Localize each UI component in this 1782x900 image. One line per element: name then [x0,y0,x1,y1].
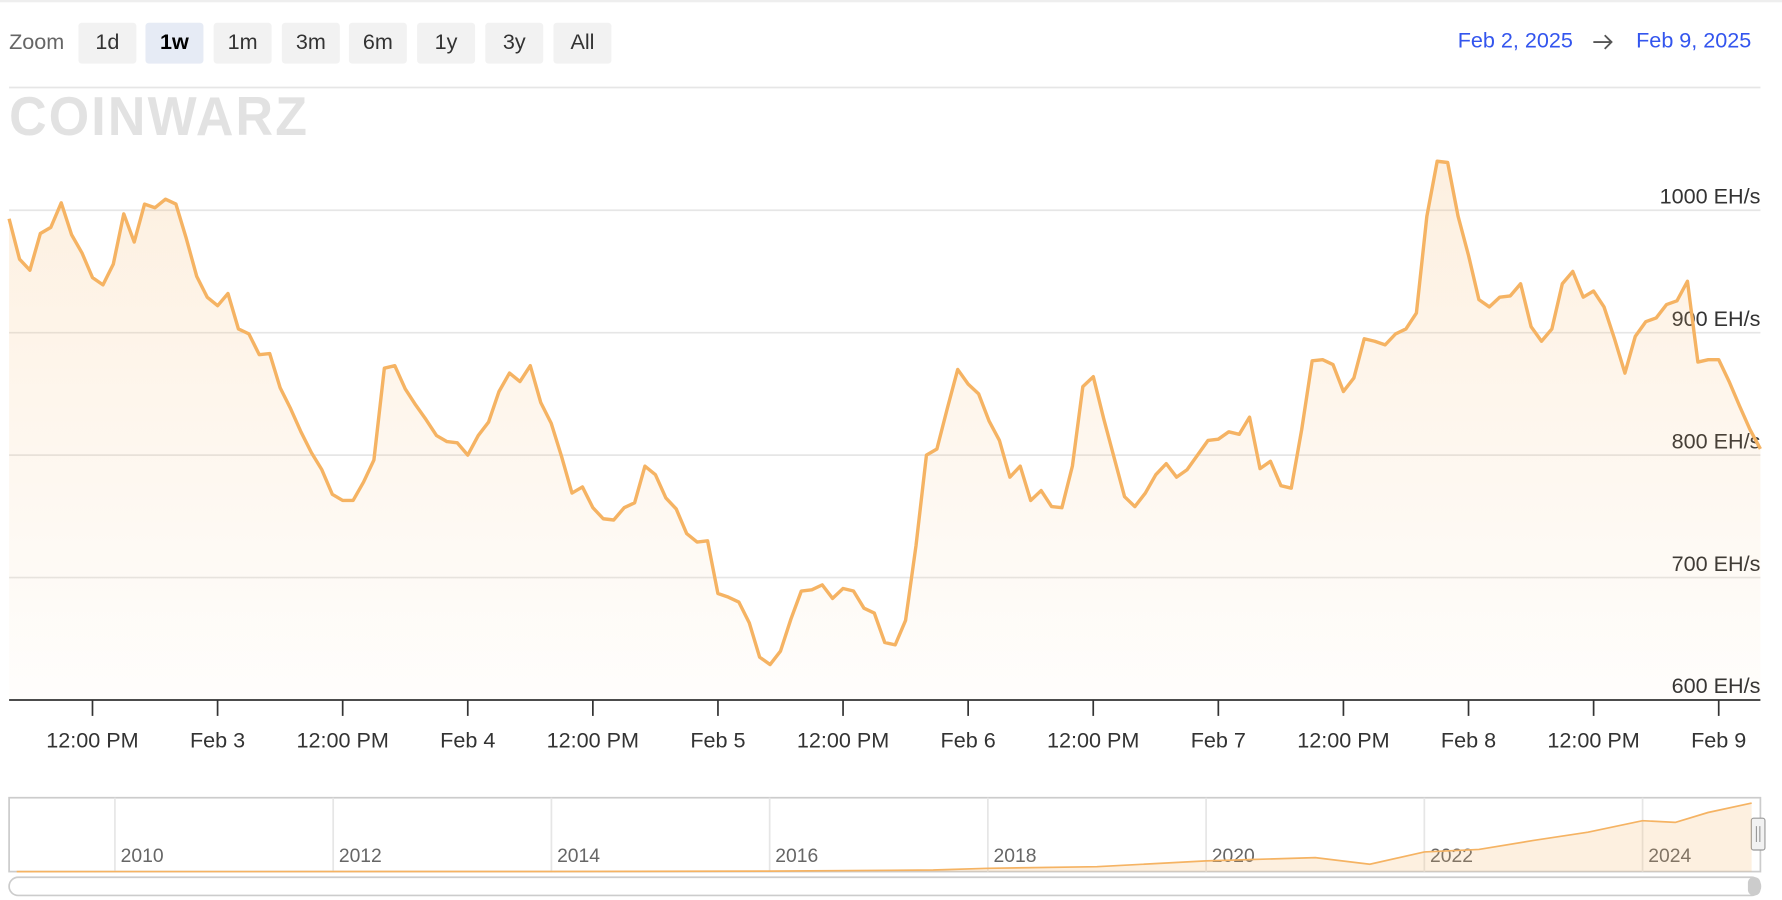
x-tick-label: Feb 7 [1191,728,1246,753]
x-tick-label: 12:00 PM [1047,728,1139,753]
zoom-button[interactable] [348,22,407,64]
zoom-button[interactable] [281,22,340,64]
zoom-button[interactable] [78,22,137,64]
area [9,161,1761,700]
line [7,159,1762,667]
zoom-button[interactable] [213,22,272,64]
x-tick-label: 12:00 PM [1297,728,1389,753]
navigator-tick-label: 2020 [1212,846,1255,867]
range-arrow [1593,34,1613,50]
range-to[interactable]: Feb 9, 2025 [1636,28,1751,53]
x-tick-label: Feb 8 [1441,728,1496,753]
zoom-label: Zoom [9,29,64,54]
watermark: COINWARZ [9,86,309,147]
handle-grip [1755,826,1761,843]
navigator-tick-label: 2024 [1648,846,1691,867]
zoom-button[interactable] [417,22,476,64]
x-tick-label: 12:00 PM [46,728,138,753]
range-from[interactable]: Feb 2, 2025 [1458,28,1573,53]
zoom-button[interactable] [553,22,612,64]
y-tick-label: 1000 EH/s [1660,183,1761,208]
zoom-button-label[interactable]: All [570,29,594,54]
zoom-button-label[interactable]: 1m [228,29,258,54]
x-tick-label: 12:00 PM [797,728,889,753]
navigator-tick-label: 2010 [121,846,164,867]
x-tick-label: 12:00 PM [547,728,639,753]
zoom-button-label[interactable]: 1w [160,29,189,54]
x-tick-label: Feb 6 [941,728,996,753]
x-tick-label: 12:00 PM [296,728,388,753]
navigator-tick-label: 2018 [994,846,1037,867]
zoom-button-label[interactable]: 3m [296,29,326,54]
scrollbar[interactable] [8,876,1762,897]
zoom-button-label[interactable]: 6m [363,29,393,54]
navigator-tick-label: 2014 [557,846,600,867]
navigator-handle[interactable] [1750,817,1766,851]
zoom-button[interactable] [145,22,204,64]
zoom-button-label[interactable]: 1y [435,29,458,54]
navigator-tick-label: 2016 [775,846,818,867]
x-tick-label: Feb 5 [690,728,745,753]
scrollbar-thumb[interactable] [1747,877,1761,896]
zoom-button-label[interactable]: 3y [503,29,526,54]
x-tick-label: Feb 3 [190,728,245,753]
zoom-button[interactable] [485,22,544,64]
navigator-line [16,802,1752,873]
zoom-button-label[interactable]: 1d [95,29,119,54]
navigator-area [16,803,1752,872]
navigator-tick-label: 2012 [339,846,382,867]
x-tick-label: Feb 9 [1691,728,1746,753]
x-tick-label: Feb 4 [440,728,495,753]
x-tick-label: 12:00 PM [1547,728,1639,753]
